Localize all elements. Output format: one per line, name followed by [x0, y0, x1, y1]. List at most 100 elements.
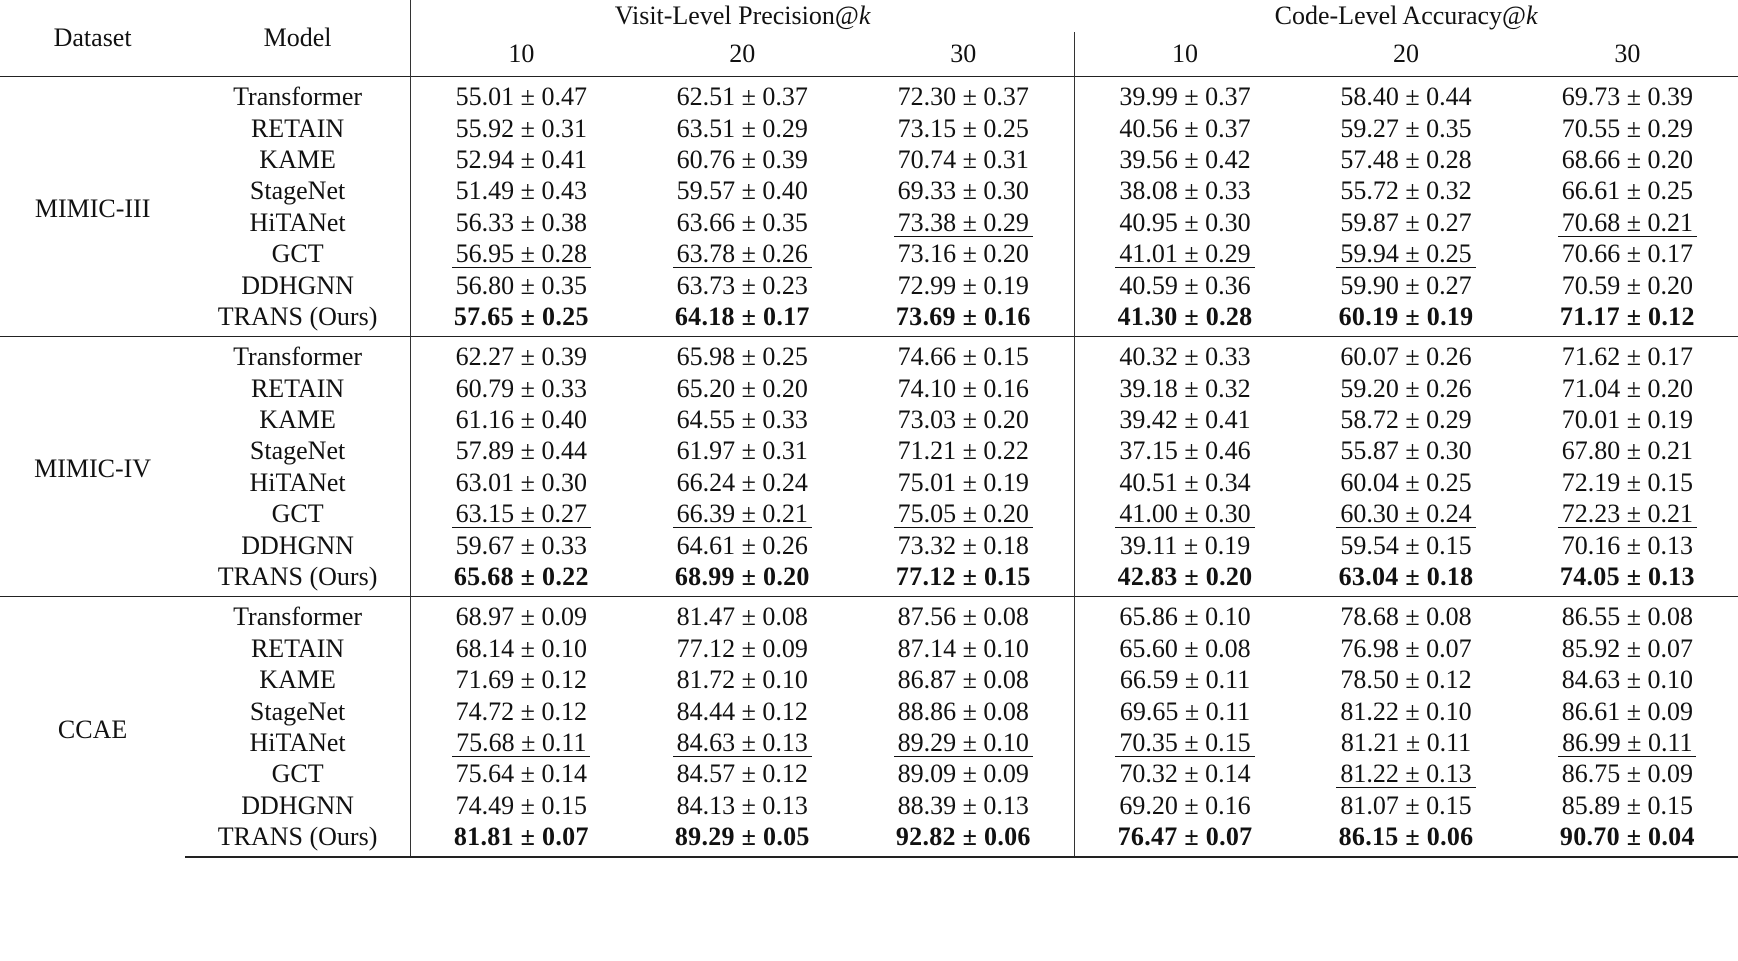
header-visit-label: Visit-Level Precision@	[614, 1, 859, 30]
code-accuracy-cell: 65.60 ± 0.08	[1073, 632, 1296, 665]
metric-value: 85.92 ± 0.07	[1561, 633, 1693, 663]
table-row: HiTANet 56.33 ± 0.38 63.66 ± 0.35 73.38 ± 0…	[0, 206, 1738, 238]
visit-precision-cell: 89.09 ± 0.09	[853, 758, 1074, 789]
code-accuracy-cell: 86.99 ± 0.11	[1517, 727, 1738, 758]
metric-value: 72.23 ± 0.21	[1557, 501, 1697, 529]
metric-value: 70.66 ± 0.17	[1561, 239, 1693, 269]
metric-value: 56.80 ± 0.35	[455, 270, 587, 300]
code-accuracy-cell: 41.01 ± 0.29	[1073, 237, 1296, 270]
model-name: Transformer	[185, 596, 411, 633]
code-accuracy-cell: 69.73 ± 0.39	[1516, 76, 1738, 113]
visit-precision-cell: 72.30 ± 0.37	[852, 76, 1075, 113]
metric-value: 65.68 ± 0.22	[453, 562, 589, 592]
visit-precision-cell: 61.16 ± 0.40	[409, 403, 632, 436]
model-name: TRANS (Ours)	[217, 301, 378, 331]
metric-value: 85.89 ± 0.15	[1561, 790, 1693, 820]
code-accuracy-cell: 70.35 ± 0.15	[1073, 726, 1296, 759]
metric-value: 76.98 ± 0.07	[1340, 633, 1472, 663]
visit-precision-cell: 75.68 ± 0.11	[409, 726, 632, 759]
metric-value: 87.56 ± 0.08	[897, 602, 1029, 632]
metric-value: 63.78 ± 0.26	[672, 241, 812, 269]
table-row: StageNet 74.72 ± 0.12 84.44 ± 0.12 88.86 ± …	[0, 695, 1738, 727]
visit-precision-cell: 75.64 ± 0.14	[409, 758, 632, 790]
visit-precision-cell: 64.61 ± 0.26	[632, 529, 853, 560]
header-k-code-20: 20	[1393, 39, 1420, 68]
model-name: RETAIN	[250, 113, 345, 143]
visit-precision-cell: 73.38 ± 0.29	[853, 207, 1074, 238]
visit-precision-cell: 56.33 ± 0.38	[409, 206, 632, 238]
code-accuracy-cell: 70.66 ± 0.17	[1517, 238, 1738, 269]
table-row: RETAIN 68.14 ± 0.10 77.12 ± 0.09 87.14 ± 0.…	[0, 632, 1738, 665]
table-row: TRANS (Ours) 81.81 ± 0.07 89.29 ± 0.05 92.8…	[0, 820, 1738, 859]
metric-value: 86.99 ± 0.11	[1558, 730, 1697, 757]
metric-value: 73.16 ± 0.20	[897, 239, 1029, 269]
code-accuracy-cell: 39.99 ± 0.37	[1073, 76, 1296, 113]
visit-precision-cell: 55.01 ± 0.47	[409, 76, 632, 113]
visit-precision-cell: 89.29 ± 0.10	[853, 727, 1074, 758]
table-row: HiTANet 63.01 ± 0.30 66.24 ± 0.24 75.01 ± 0…	[0, 466, 1738, 499]
code-accuracy-cell: 84.63 ± 0.10	[1517, 664, 1738, 695]
metric-value: 84.63 ± 0.13	[672, 730, 812, 757]
metric-value: 64.61 ± 0.26	[676, 530, 808, 560]
metric-value: 81.47 ± 0.08	[676, 602, 808, 632]
metric-value: 74.66 ± 0.15	[897, 342, 1029, 372]
metric-value: 70.55 ± 0.29	[1561, 113, 1693, 143]
table-row: GCT 75.64 ± 0.14 84.57 ± 0.12 89.09 ± 0.09 7…	[0, 758, 1738, 790]
code-accuracy-cell: 40.32 ± 0.33	[1073, 336, 1296, 373]
metric-value: 77.12 ± 0.15	[895, 562, 1031, 592]
header-row-k: 10 20 30 10 20 30	[0, 32, 1738, 77]
metric-value: 69.73 ± 0.39	[1561, 82, 1693, 112]
metric-value: 63.01 ± 0.30	[455, 467, 587, 497]
visit-precision-cell: 55.92 ± 0.31	[409, 112, 632, 144]
metric-value: 73.15 ± 0.25	[897, 113, 1029, 143]
metric-value: 78.50 ± 0.12	[1340, 665, 1472, 695]
model-name: TRANS (Ours)	[185, 820, 411, 859]
visit-precision-cell: 60.79 ± 0.33	[409, 372, 632, 404]
metric-value: 89.09 ± 0.09	[897, 759, 1029, 789]
metric-value: 81.22 ± 0.10	[1340, 696, 1472, 726]
visit-precision-cell: 59.57 ± 0.40	[632, 175, 853, 206]
metric-value: 75.01 ± 0.19	[897, 467, 1029, 497]
visit-precision-cell: 74.72 ± 0.12	[409, 695, 632, 727]
header-visit-k: k	[858, 1, 871, 30]
visit-precision-cell: 61.97 ± 0.31	[632, 435, 853, 466]
metric-value: 88.39 ± 0.13	[897, 790, 1029, 820]
metric-value: 60.79 ± 0.33	[455, 373, 587, 403]
visit-precision-cell: 70.74 ± 0.31	[853, 144, 1074, 175]
metric-value: 60.19 ± 0.19	[1338, 301, 1474, 331]
code-accuracy-cell: 70.55 ± 0.29	[1517, 112, 1738, 143]
metric-value: 39.56 ± 0.42	[1119, 144, 1251, 174]
metric-value: 87.14 ± 0.10	[897, 633, 1029, 663]
visit-precision-cell: 84.44 ± 0.12	[632, 695, 853, 726]
metric-value: 60.76 ± 0.39	[676, 144, 808, 174]
code-accuracy-cell: 41.00 ± 0.30	[1073, 498, 1296, 530]
model-name: TRANS (Ours)	[217, 562, 378, 592]
metric-value: 59.20 ± 0.26	[1340, 373, 1472, 403]
visit-precision-cell: 73.15 ± 0.25	[853, 112, 1074, 143]
header-k-code-30: 30	[1614, 39, 1641, 68]
metric-value: 62.51 ± 0.37	[676, 82, 808, 112]
code-accuracy-cell: 71.17 ± 0.12	[1517, 301, 1738, 337]
table-row: TRANS (Ours) 65.68 ± 0.22 68.99 ± 0.20 77.1…	[0, 560, 1738, 597]
code-accuracy-cell: 60.04 ± 0.25	[1295, 467, 1516, 498]
metric-value: 86.87 ± 0.08	[897, 665, 1029, 695]
visit-precision-cell: 81.47 ± 0.08	[631, 596, 853, 633]
code-accuracy-cell: 86.61 ± 0.09	[1517, 695, 1738, 726]
code-accuracy-cell: 66.61 ± 0.25	[1517, 175, 1738, 206]
metric-value: 59.87 ± 0.27	[1340, 207, 1472, 237]
metric-value: 86.15 ± 0.06	[1338, 822, 1474, 852]
code-accuracy-cell: 37.15 ± 0.46	[1073, 435, 1296, 467]
visit-precision-cell: 73.69 ± 0.16	[853, 301, 1074, 337]
model-name: DDHGNN	[241, 270, 354, 300]
metric-value: 60.07 ± 0.26	[1340, 342, 1472, 372]
code-accuracy-cell: 67.80 ± 0.21	[1517, 435, 1738, 466]
metric-value: 86.61 ± 0.09	[1561, 696, 1693, 726]
model-name: StageNet	[249, 176, 346, 206]
table-row: GCT 56.95 ± 0.28 63.78 ± 0.26 73.16 ± 0.20 4…	[0, 237, 1738, 270]
metric-value: 41.30 ± 0.28	[1117, 301, 1253, 331]
metric-value: 63.15 ± 0.27	[451, 501, 591, 529]
header-model: Model	[263, 23, 332, 52]
metric-value: 70.16 ± 0.13	[1561, 530, 1693, 560]
table-row: MIMIC-IV Transformer 62.27 ± 0.39 65.98 ± 0…	[0, 336, 1738, 597]
visit-precision-cell: 57.89 ± 0.44	[409, 435, 632, 467]
